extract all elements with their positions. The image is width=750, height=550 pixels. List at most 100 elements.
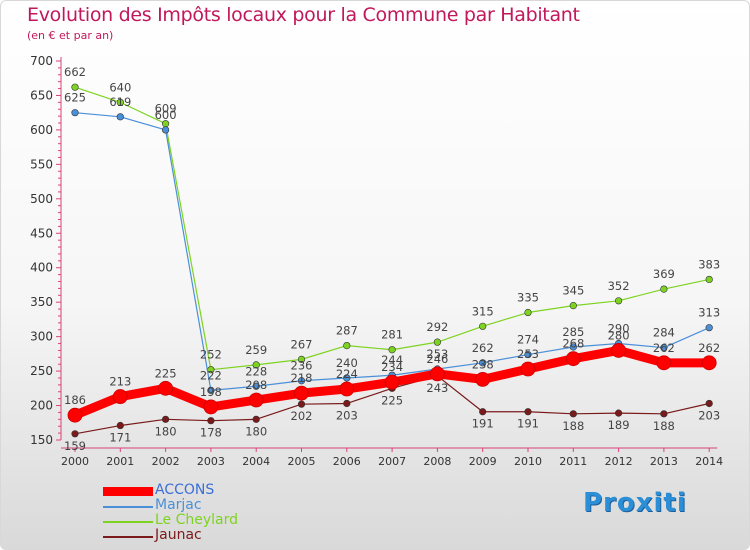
- data-label: 262: [472, 341, 494, 355]
- data-point: [660, 285, 668, 293]
- data-point: [569, 343, 577, 351]
- data-label: 252: [200, 348, 222, 362]
- legend-swatch: [103, 487, 153, 496]
- data-point: [705, 324, 713, 332]
- legend-label: Le Cheylard: [155, 512, 239, 528]
- data-point: [433, 338, 442, 346]
- y-tick-label: 650: [30, 88, 53, 102]
- data-point: [660, 410, 668, 418]
- data-point: [388, 346, 396, 354]
- data-label: 243: [426, 381, 448, 395]
- data-point: [524, 350, 532, 359]
- data-label: 262: [698, 341, 720, 355]
- data-point: [252, 361, 260, 369]
- data-label: 285: [562, 325, 584, 339]
- data-point: [343, 341, 351, 350]
- data-point: [207, 417, 215, 425]
- data-label: 383: [698, 257, 720, 271]
- data-label: 191: [472, 417, 494, 431]
- data-label: 352: [608, 279, 630, 293]
- data-point: [384, 374, 400, 390]
- legend-label: Marjac: [155, 497, 202, 513]
- data-label: 267: [291, 337, 313, 351]
- data-label: 178: [200, 426, 222, 440]
- x-tick-label: 2010: [514, 455, 542, 468]
- proxiti-logo: Proxiti: [583, 488, 687, 518]
- data-point: [520, 361, 536, 377]
- data-point: [297, 355, 306, 363]
- data-label: 284: [653, 326, 675, 340]
- x-tick-label: 2007: [378, 455, 406, 468]
- data-point: [248, 392, 264, 408]
- data-label: 224: [336, 367, 358, 381]
- data-point: [343, 374, 351, 382]
- data-point: [614, 297, 623, 305]
- data-point: [116, 421, 124, 430]
- data-point: [611, 343, 626, 358]
- data-point: [162, 415, 170, 423]
- data-label: 640: [109, 80, 131, 94]
- y-tick-label: 200: [30, 399, 53, 413]
- data-label: 609: [155, 102, 177, 116]
- data-label: 236: [291, 359, 313, 373]
- data-label: 662: [64, 65, 86, 79]
- data-label: 240: [336, 356, 358, 370]
- data-point: [112, 389, 128, 404]
- data-label: 188: [562, 419, 584, 433]
- data-label: 208: [245, 378, 267, 392]
- data-point: [116, 113, 124, 121]
- x-tick-label: 2011: [559, 455, 587, 468]
- data-point: [162, 126, 170, 134]
- data-point: [252, 382, 260, 390]
- data-point: [475, 371, 491, 387]
- x-tick-label: 2004: [242, 455, 270, 468]
- data-label: 180: [155, 424, 177, 438]
- x-tick-label: 2008: [423, 455, 451, 468]
- data-point: [656, 355, 672, 371]
- x-tick-label: 2012: [605, 455, 633, 468]
- y-tick-label: 250: [30, 364, 53, 378]
- data-point: [565, 351, 581, 367]
- data-label: 313: [698, 306, 720, 320]
- data-point: [614, 409, 623, 417]
- data-label: 259: [245, 343, 267, 357]
- x-tick-label: 2001: [106, 455, 134, 468]
- data-label: 315: [472, 304, 494, 318]
- data-label: 238: [472, 357, 494, 371]
- data-label: 180: [245, 424, 267, 438]
- data-label: 225: [155, 366, 177, 380]
- data-point: [479, 408, 487, 416]
- y-tick-label: 450: [30, 226, 53, 240]
- data-point: [67, 407, 83, 423]
- y-tick-label: 550: [30, 157, 53, 171]
- data-point: [429, 366, 445, 382]
- x-tick-label: 2000: [61, 455, 89, 468]
- data-point: [524, 308, 532, 317]
- y-tick-label: 400: [30, 261, 53, 275]
- data-point: [297, 400, 306, 408]
- x-tick-label: 2006: [333, 455, 361, 468]
- legend-label: Jaunac: [155, 527, 202, 543]
- y-tick-label: 600: [30, 123, 53, 137]
- x-tick-label: 2014: [695, 455, 723, 468]
- data-point: [116, 98, 124, 106]
- x-tick-label: 2002: [152, 455, 180, 468]
- x-tick-label: 2005: [288, 455, 316, 468]
- data-point: [343, 399, 351, 408]
- legend-swatch: [103, 521, 153, 523]
- x-tick-label: 2013: [650, 455, 678, 468]
- data-label: 262: [653, 341, 675, 355]
- data-point: [705, 399, 713, 408]
- data-point: [71, 83, 79, 91]
- data-point: [569, 410, 577, 418]
- data-label: 345: [562, 284, 584, 298]
- data-label: 191: [517, 417, 539, 431]
- data-label: 222: [200, 368, 222, 382]
- data-label: 213: [109, 375, 131, 389]
- data-label: 244: [381, 353, 403, 367]
- data-label: 159: [64, 439, 86, 453]
- data-label: 189: [608, 418, 630, 432]
- data-point: [660, 344, 668, 352]
